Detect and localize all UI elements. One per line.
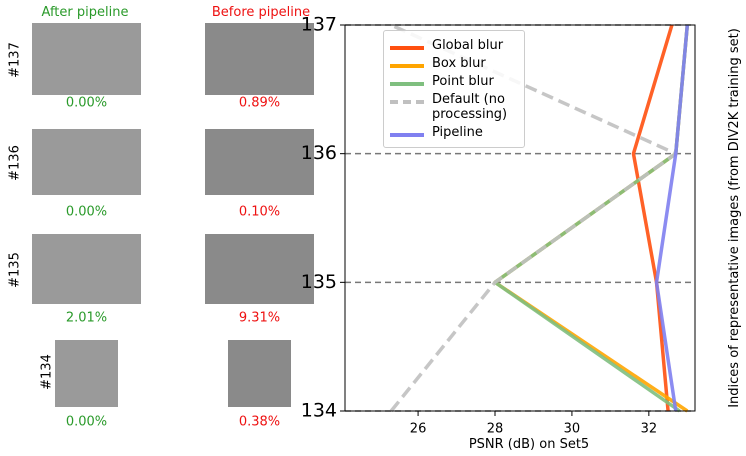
thumbnail — [228, 340, 291, 407]
before-percent: 0.89% — [239, 96, 280, 111]
thumbnail — [32, 23, 141, 95]
thumbnail — [32, 234, 141, 304]
legend-swatch — [390, 64, 424, 68]
legend-swatch — [390, 82, 424, 86]
legend-item: Box blur — [390, 56, 518, 71]
legend-swatch — [390, 100, 424, 104]
legend-label: Pipeline — [432, 125, 483, 140]
legend-item: Default (no processing) — [390, 92, 518, 122]
legend-label: Default (no processing) — [432, 92, 518, 122]
y-axis-label: Indices of representative images (from D… — [727, 28, 742, 408]
thumbnail — [205, 23, 314, 95]
legend-swatch — [390, 46, 424, 50]
row-label: #136 — [8, 145, 23, 181]
x-tick-label: 30 — [564, 422, 581, 437]
thumbnail — [205, 129, 314, 195]
x-tick-label: 26 — [410, 422, 427, 437]
x-tick-label: 28 — [487, 422, 504, 437]
before-percent: 0.10% — [239, 205, 280, 220]
y-tick-label: 134 — [301, 400, 337, 422]
before-title: Before pipeline — [212, 5, 310, 20]
row-label: #137 — [8, 42, 23, 78]
thumbnail — [205, 234, 314, 304]
figure: After pipeline Before pipeline PSNR (dB)… — [0, 0, 746, 456]
legend-label: Point blur — [432, 74, 494, 89]
after-title: After pipeline — [42, 5, 129, 20]
y-tick-label: 136 — [301, 142, 337, 164]
after-percent: 0.00% — [66, 96, 107, 111]
y-tick-label: 137 — [301, 14, 337, 36]
y-tick-label: 135 — [301, 271, 337, 293]
legend-label: Global blur — [432, 38, 503, 53]
thumbnail — [55, 340, 118, 407]
x-axis-label: PSNR (dB) on Set5 — [469, 437, 589, 452]
after-percent: 0.00% — [66, 415, 107, 430]
after-percent: 2.01% — [66, 311, 107, 326]
legend-item: Global blur — [390, 38, 518, 53]
row-label: #135 — [8, 252, 23, 288]
legend-item: Point blur — [390, 74, 518, 89]
legend-swatch — [390, 133, 424, 137]
legend-label: Box blur — [432, 56, 486, 71]
legend: Global blur Box blur Point blur Default (no… — [383, 30, 525, 148]
after-percent: 0.00% — [66, 205, 107, 220]
x-tick-label: 32 — [641, 422, 658, 437]
before-percent: 9.31% — [239, 311, 280, 326]
thumbnail — [32, 129, 141, 195]
legend-item: Pipeline — [390, 125, 518, 140]
chart: After pipeline Before pipeline PSNR (dB)… — [0, 0, 746, 456]
before-percent: 0.38% — [239, 415, 280, 430]
row-label: #134 — [40, 354, 55, 390]
